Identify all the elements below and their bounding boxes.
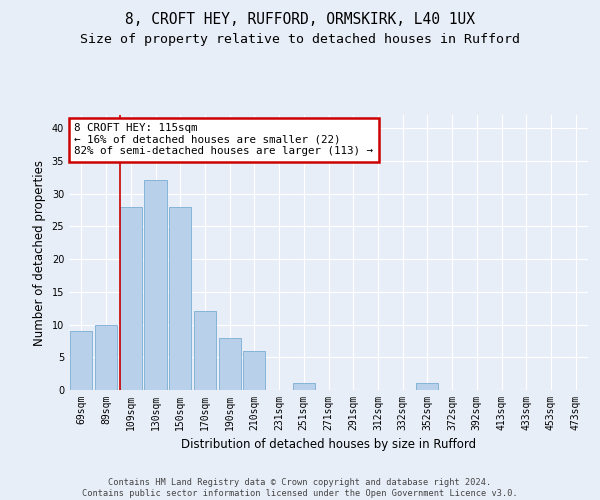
Bar bbox=[95, 324, 117, 390]
Bar bbox=[194, 312, 216, 390]
Bar bbox=[169, 206, 191, 390]
Bar bbox=[218, 338, 241, 390]
Text: 8 CROFT HEY: 115sqm
← 16% of detached houses are smaller (22)
82% of semi-detach: 8 CROFT HEY: 115sqm ← 16% of detached ho… bbox=[74, 123, 373, 156]
Text: 8, CROFT HEY, RUFFORD, ORMSKIRK, L40 1UX: 8, CROFT HEY, RUFFORD, ORMSKIRK, L40 1UX bbox=[125, 12, 475, 28]
Text: Size of property relative to detached houses in Rufford: Size of property relative to detached ho… bbox=[80, 32, 520, 46]
Text: Contains HM Land Registry data © Crown copyright and database right 2024.
Contai: Contains HM Land Registry data © Crown c… bbox=[82, 478, 518, 498]
X-axis label: Distribution of detached houses by size in Rufford: Distribution of detached houses by size … bbox=[181, 438, 476, 452]
Bar bbox=[145, 180, 167, 390]
Bar bbox=[119, 206, 142, 390]
Bar bbox=[293, 384, 315, 390]
Bar bbox=[243, 350, 265, 390]
Y-axis label: Number of detached properties: Number of detached properties bbox=[33, 160, 46, 346]
Bar bbox=[416, 384, 439, 390]
Bar bbox=[70, 331, 92, 390]
